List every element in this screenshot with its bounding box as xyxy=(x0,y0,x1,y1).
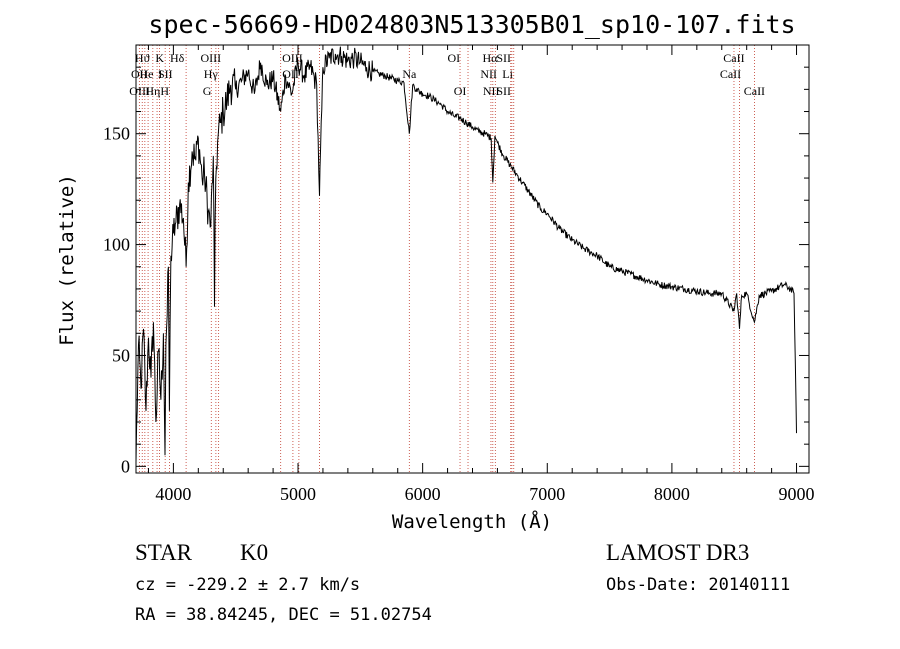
line-markers xyxy=(138,45,755,473)
line-annotation: SII xyxy=(496,84,511,98)
survey-name: LAMOST DR3 xyxy=(606,540,749,565)
line-annotation: G xyxy=(203,84,212,98)
x-tick-label: 6000 xyxy=(405,484,441,504)
plot-frame xyxy=(135,44,810,474)
redshift-text: cz = -229.2 ± 2.7 km/s xyxy=(135,575,360,595)
line-annotation: OIII xyxy=(200,51,221,65)
y-tick-label: 0 xyxy=(121,456,130,476)
x-axis: 4000 5000 6000 7000 8000 9000 xyxy=(147,45,815,504)
x-tick-label: 8000 xyxy=(654,484,690,504)
chart-title: spec-56669-HD024803N513305B01_sp10-107.f… xyxy=(148,10,795,39)
coordinates: RA = 38.84245, DEC = 51.02754 xyxy=(135,605,432,625)
line-annotation: Hα xyxy=(482,51,498,65)
y-axis: 0 50 100 150 xyxy=(103,66,809,476)
line-annotation: I xyxy=(158,67,162,81)
line-annotation: OII xyxy=(131,67,148,81)
line-annotation: Li xyxy=(502,67,513,81)
y-tick-label: 150 xyxy=(103,124,130,144)
line-annotation: SII xyxy=(158,67,173,81)
line-annotation: Hη xyxy=(145,84,160,98)
line-annotation: Hδ xyxy=(170,51,185,65)
object-subclass: K0 xyxy=(240,540,268,565)
x-axis-label: Wavelength (Å) xyxy=(392,510,552,533)
line-annotation: Hϑ xyxy=(135,51,150,65)
y-tick-label: 100 xyxy=(103,235,130,255)
line-annotation: CaII xyxy=(744,84,765,98)
line-annotation: OIII xyxy=(282,51,303,65)
x-tick-label: 9000 xyxy=(779,484,815,504)
line-annotation: NII xyxy=(480,67,497,81)
line-annotation: Hγ xyxy=(204,67,219,81)
x-tick-label: 4000 xyxy=(155,484,191,504)
obs-date: Obs-Date: 20140111 xyxy=(606,575,790,595)
line-annotation: NII xyxy=(483,84,500,98)
line-annotation: OI xyxy=(447,51,460,65)
line-annotation: CaII xyxy=(723,51,744,65)
line-annotation: CaII xyxy=(720,67,741,81)
line-annotation: H xyxy=(160,84,169,98)
line-annotation: OI xyxy=(454,84,467,98)
object-class: STAR xyxy=(135,540,193,565)
line-annotation: SII xyxy=(496,51,511,65)
line-annotation: Na xyxy=(402,67,417,81)
y-axis-label: Flux (relative) xyxy=(56,174,78,346)
y-tick-label: 50 xyxy=(112,345,130,365)
series-group xyxy=(136,46,797,462)
x-tick-label: 5000 xyxy=(280,484,316,504)
line-annotation: K xyxy=(155,51,164,65)
line-annotation: He xyxy=(139,67,153,81)
line-annotation: OIII xyxy=(129,84,150,98)
x-tick-label: 7000 xyxy=(529,484,565,504)
spectrum-line xyxy=(136,46,797,462)
